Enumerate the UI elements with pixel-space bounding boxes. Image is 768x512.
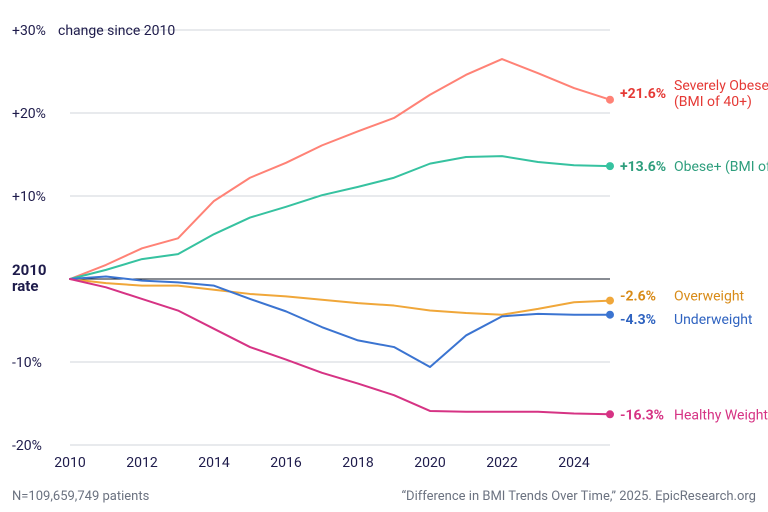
x-tick-label: 2020 bbox=[414, 455, 446, 471]
series-end-name-healthy: Healthy Weight bbox=[674, 407, 768, 423]
y-tick-label: -10% bbox=[12, 355, 42, 371]
series-end-marker-obese_30 bbox=[606, 162, 614, 170]
series-healthy bbox=[70, 279, 610, 414]
y-tick-label: +20% bbox=[12, 106, 46, 122]
x-tick-label: 2012 bbox=[126, 455, 158, 471]
x-tick-label: 2016 bbox=[270, 455, 302, 471]
series-end-marker-healthy bbox=[606, 410, 614, 418]
series-end-name-severely_obese: (BMI of 40+) bbox=[674, 94, 752, 110]
series-end-marker-severely_obese bbox=[606, 96, 614, 104]
series-end-marker-underweight bbox=[606, 311, 614, 319]
series-end-value-overweight: -2.6% bbox=[620, 289, 656, 305]
series-end-name-overweight: Overweight bbox=[674, 289, 745, 305]
series-overweight bbox=[70, 279, 610, 315]
bmi-trend-chart: -20% -10% +10% +20% +30% change since 2010 201… bbox=[0, 0, 768, 512]
y-tick-label: -20% bbox=[12, 438, 42, 454]
y-tick-label: +30% bbox=[12, 23, 46, 39]
x-tick-label: 2010 bbox=[54, 455, 86, 471]
x-tick-label: 2018 bbox=[342, 455, 374, 471]
series-end-value-obese_30: +13.6% bbox=[620, 159, 666, 175]
series-end-marker-overweight bbox=[606, 297, 614, 305]
chart-subtitle: change since 2010 bbox=[58, 23, 175, 39]
series-severely_obese bbox=[70, 59, 610, 279]
series-end-name-severely_obese: Severely Obese bbox=[674, 78, 768, 94]
x-tick-label: 2022 bbox=[486, 455, 518, 471]
series-obese_30 bbox=[70, 156, 610, 279]
series-underweight bbox=[70, 277, 610, 367]
series-end-name-obese_30: Obese+ (BMI of 30+) bbox=[674, 159, 768, 175]
footnote-right: “Difference in BMI Trends Over Time,” 20… bbox=[401, 489, 756, 504]
series-end-name-underweight: Underweight bbox=[674, 312, 753, 328]
series-end-value-healthy: -16.3% bbox=[620, 407, 664, 423]
x-tick-label: 2024 bbox=[558, 455, 590, 471]
series-end-value-severely_obese: +21.6% bbox=[620, 86, 666, 102]
y-tick-label: +10% bbox=[12, 189, 46, 205]
chart-svg: -20% -10% +10% +20% +30% change since 2010 201… bbox=[0, 0, 768, 512]
series-end-value-underweight: -4.3% bbox=[620, 312, 656, 328]
x-tick-label: 2014 bbox=[198, 455, 230, 471]
footnote-left: N=109,659,749 patients bbox=[12, 489, 150, 504]
baseline-label: rate bbox=[12, 277, 38, 295]
